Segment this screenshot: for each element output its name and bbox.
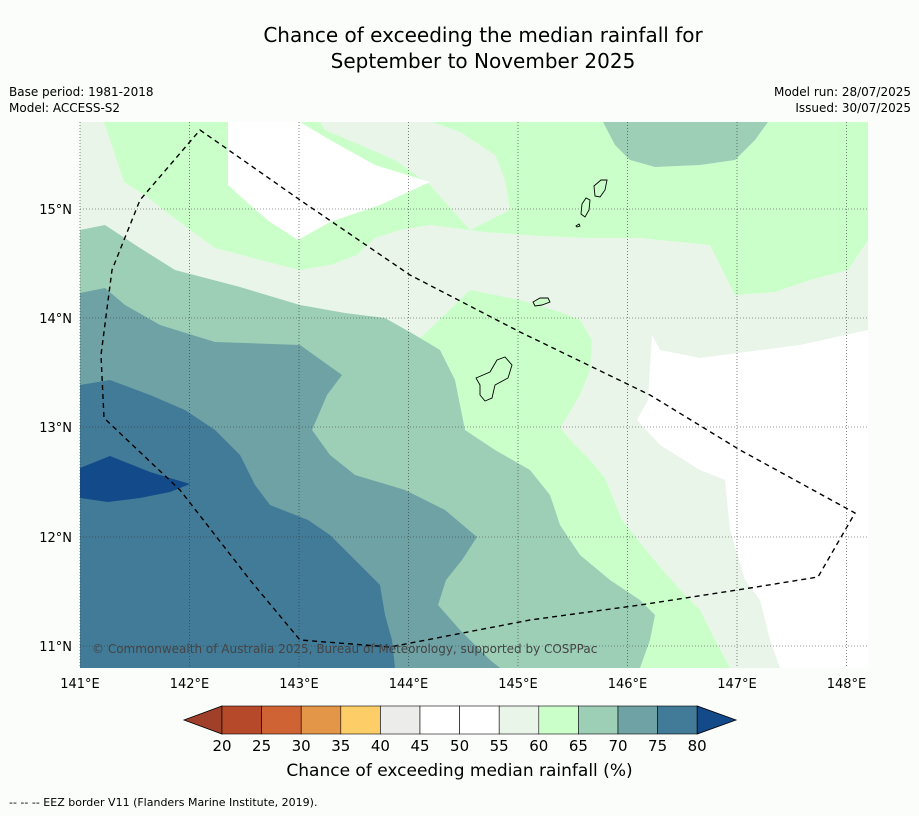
- lat-label: 14°N: [39, 312, 72, 327]
- colorbar-tick-label: 20: [212, 737, 231, 755]
- colorbar-label: Chance of exceeding median rainfall (%): [286, 761, 633, 781]
- colorbar-swatch: [617, 705, 658, 735]
- band-75-80: [80, 380, 395, 668]
- colorbar-swatch: [419, 705, 460, 735]
- lon-label: 141°E: [60, 677, 100, 692]
- meta-left: Base period: 1981-2018 Model: ACCESS-S2: [9, 84, 154, 116]
- colorbar-extend-low: [182, 705, 223, 735]
- lat-label: 15°N: [39, 203, 72, 218]
- colorbar-extend-high: [696, 705, 738, 735]
- colorbar-tick-label: 40: [371, 737, 390, 755]
- colorbar: 20 25 30 35 40 45 50 55 60 65 70 75 80: [182, 705, 738, 755]
- colorbar-tick-label: 55: [490, 737, 509, 755]
- model-run-text: Model run: 28/07/2025: [773, 85, 911, 99]
- colorbar-tick-label: 25: [252, 737, 271, 755]
- contour-layers: [80, 122, 868, 668]
- title-line-1: Chance of exceeding the median rainfall …: [263, 23, 703, 47]
- colorbar-swatch: [380, 705, 421, 735]
- lon-label: 144°E: [389, 677, 429, 692]
- colorbar-tick-label: 70: [608, 737, 627, 755]
- gridlines: [79, 122, 868, 668]
- island-guam: [475, 356, 513, 402]
- lat-label: 12°N: [39, 531, 72, 546]
- colorbar-tick-label: 30: [292, 737, 311, 755]
- model-text: Model: ACCESS-S2: [9, 101, 121, 115]
- island-tinian: [580, 197, 591, 218]
- lon-tick-labels: 141°E 142°E 143°E 144°E 145°E 146°E 147°…: [60, 677, 866, 692]
- lon-label: 147°E: [717, 677, 757, 692]
- colorbar-tick-label: 75: [648, 737, 667, 755]
- copyright-text: © Commonwealth of Australia 2025, Bureau…: [92, 642, 597, 656]
- lon-label: 143°E: [279, 677, 319, 692]
- lat-label: 11°N: [39, 640, 72, 655]
- issued-text: Issued: 30/07/2025: [795, 101, 911, 115]
- lon-label: 146°E: [608, 677, 648, 692]
- map-title: Chance of exceeding the median rainfall …: [0, 22, 919, 74]
- lon-label: 142°E: [170, 677, 210, 692]
- band-80-plus: [80, 456, 190, 502]
- island-saipan: [593, 179, 608, 198]
- islands: [475, 179, 608, 402]
- colorbar-swatch: [538, 705, 579, 735]
- colorbar-swatch: [340, 705, 381, 735]
- lon-label: 145°E: [498, 677, 538, 692]
- colorbar-swatch: [300, 705, 342, 735]
- colorbar-swatch: [498, 705, 540, 735]
- island-rota: [532, 297, 551, 307]
- lon-label: 148°E: [827, 677, 867, 692]
- colorbar-tick-label: 60: [529, 737, 548, 755]
- colorbar-tick-label: 80: [688, 737, 707, 755]
- eez-footnote: -- -- -- EEZ border V11 (Flanders Marine…: [9, 796, 318, 809]
- colorbar-swatch: [221, 705, 262, 735]
- colorbar-swatch: [578, 705, 619, 735]
- base-period-text: Base period: 1981-2018: [9, 85, 154, 99]
- island-aguijan: [575, 223, 581, 228]
- colorbar-swatch: [261, 705, 302, 735]
- title-line-2: September to November 2025: [330, 49, 636, 73]
- band-white-patch: [228, 122, 430, 240]
- colorbar-tick-label: 65: [569, 737, 588, 755]
- colorbar-swatch: [459, 705, 500, 735]
- meta-right: Model run: 28/07/2025 Issued: 30/07/2025: [774, 84, 911, 116]
- lat-tick-labels: 15°N 14°N 13°N 12°N 11°N: [39, 203, 72, 655]
- lat-label: 13°N: [39, 421, 72, 436]
- colorbar-swatch: [657, 705, 698, 735]
- colorbar-tick-label: 45: [410, 737, 429, 755]
- colorbar-tick-label: 35: [331, 737, 350, 755]
- colorbar-tick-label: 50: [450, 737, 469, 755]
